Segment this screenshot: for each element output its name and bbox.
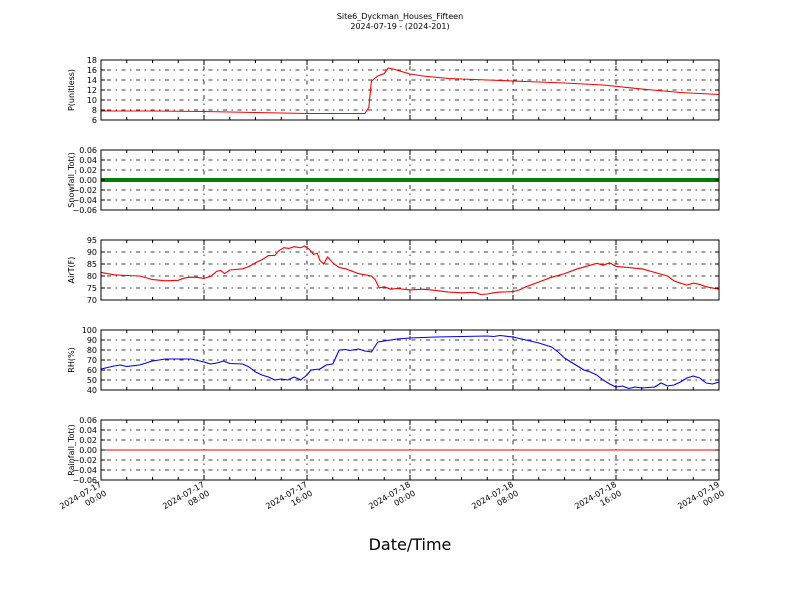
y-tick-label: 14 — [87, 76, 97, 85]
y-tick-label: 0.04 — [79, 426, 97, 435]
y-tick-label: 40 — [87, 386, 97, 395]
y-tick-label: 16 — [87, 66, 97, 75]
y-tick-label: 10 — [87, 96, 97, 105]
y-tick-label: 0.04 — [79, 156, 97, 165]
panel-5: −0.06−0.04−0.020.000.020.040.06Rainfall_… — [67, 416, 720, 485]
y-tick-label: 8 — [92, 106, 97, 115]
x-tick-label: 2024-07-1708:00 — [161, 480, 211, 520]
x-tick-label: 2024-07-1900:00 — [676, 480, 726, 520]
x-tick-label: 2024-07-1816:00 — [573, 480, 623, 520]
y-tick-label: −0.02 — [72, 456, 97, 465]
y-tick-label: −0.04 — [72, 196, 97, 205]
y-tick-label: 85 — [87, 260, 97, 269]
y-tick-label: 95 — [87, 236, 97, 245]
x-tick-label: 2024-07-1700:00 — [58, 480, 108, 520]
y-tick-label: 70 — [87, 296, 97, 305]
chart-subtitle: 2024-07-19 - (2024-201) — [350, 22, 449, 31]
chart-title: Site6_Dyckman_Houses_Fifteen — [337, 12, 463, 21]
y-tick-label: −0.06 — [72, 206, 97, 215]
y-tick-label: 12 — [87, 86, 97, 95]
y-tick-label: 6 — [92, 116, 97, 125]
y-tick-label: 0.02 — [79, 166, 97, 175]
y-tick-label: 18 — [87, 56, 97, 65]
y-tick-label: 0.00 — [79, 176, 97, 185]
y-tick-label: 100 — [82, 326, 97, 335]
series-line-3-1 — [100, 245, 720, 296]
y-axis-label: AirT(F) — [67, 257, 76, 284]
y-tick-label: 50 — [87, 376, 97, 385]
x-tick-labels: 2024-07-1700:00 2024-07-1708:00 2024-07-17… — [58, 480, 726, 520]
y-tick-label: 80 — [87, 272, 97, 281]
y-axis-label: RH(%) — [67, 347, 76, 372]
y-tick-label: 0.06 — [79, 416, 97, 425]
series-line-4-1 — [100, 334, 720, 390]
y-tick-label: 80 — [87, 346, 97, 355]
y-tick-label: 0.06 — [79, 146, 97, 155]
x-tick-label: 2024-07-1716:00 — [264, 480, 314, 520]
y-tick-label: −0.06 — [72, 476, 97, 485]
y-tick-label: 60 — [87, 366, 97, 375]
x-axis-label: Date/Time — [369, 535, 452, 554]
y-tick-label: 0.02 — [79, 436, 97, 445]
y-tick-label: 75 — [87, 284, 97, 293]
x-tick-label: 2024-07-1808:00 — [470, 480, 520, 520]
y-axis-label: Rainfall_Tot() — [67, 424, 76, 476]
panel-3: 70 75 80 85 90 95 AirT(F) — [67, 236, 720, 305]
y-tick-label: 90 — [87, 248, 97, 257]
x-tick-label: 2024-07-1800:00 — [367, 480, 417, 520]
y-axis-label: P(unitless) — [67, 69, 76, 111]
y-tick-label: 90 — [87, 336, 97, 345]
y-tick-label: −0.04 — [72, 466, 97, 475]
panel-2: −0.06−0.04−0.020.000.020.040.06Snowfall_… — [67, 146, 720, 215]
y-tick-label: −0.02 — [72, 186, 97, 195]
y-tick-label: 0.00 — [79, 446, 97, 455]
y-axis-label: Snowfall_Tot() — [67, 152, 76, 208]
series-line-1-1 — [101, 67, 720, 115]
y-tick-label: 70 — [87, 356, 97, 365]
chart-panels: 681012141618P(unitless)−0.06−0.04−0.020.… — [67, 56, 720, 485]
